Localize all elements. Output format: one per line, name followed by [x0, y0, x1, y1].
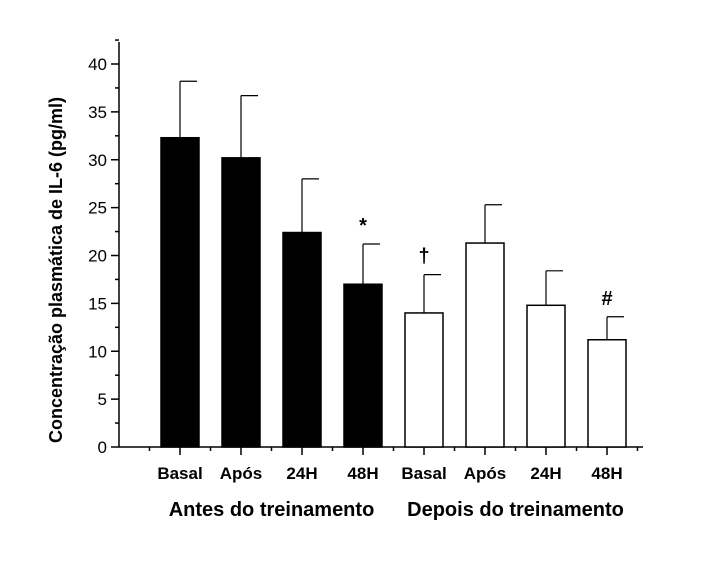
bar [343, 283, 383, 448]
bar [465, 242, 505, 448]
y-axis-title: Concentração plasmática de IL-6 (pg/ml) [46, 97, 66, 443]
y-tick-label: 35 [88, 103, 107, 122]
bar [221, 157, 261, 448]
bars [160, 80, 627, 448]
bar [587, 339, 627, 448]
y-tick-label: 40 [88, 55, 107, 74]
y-tick-label: 15 [88, 294, 107, 313]
x-tick-label: Basal [157, 464, 202, 483]
bar [160, 136, 200, 448]
x-tick-label: 48H [347, 464, 378, 483]
significance-marker: # [601, 288, 612, 310]
x-tick-label: 48H [591, 464, 622, 483]
group-label: Depois do treinamento [407, 499, 624, 521]
x-tick-label: Basal [401, 464, 446, 483]
bar [404, 312, 444, 448]
y-tick-label: 25 [88, 199, 107, 218]
group-label: Antes do treinamento [169, 499, 375, 521]
x-tick-label: Após [464, 464, 507, 483]
bar [526, 304, 566, 448]
y-tick-label: 20 [88, 247, 107, 266]
y-tick-label: 0 [98, 438, 107, 457]
x-tick-label: 24H [286, 464, 317, 483]
labels: 0 5 10 15 20 25 30 35 40 Basal Após 24H * 48H † Basal Ap… [88, 55, 624, 521]
bar [282, 231, 322, 448]
x-tick-label: 24H [530, 464, 561, 483]
significance-marker: † [418, 246, 429, 268]
y-tick-label: 30 [88, 151, 107, 170]
significance-marker: * [359, 215, 367, 237]
y-tick-label: 5 [98, 390, 107, 409]
y-tick-label: 10 [88, 342, 107, 361]
x-tick-label: Após [220, 464, 263, 483]
